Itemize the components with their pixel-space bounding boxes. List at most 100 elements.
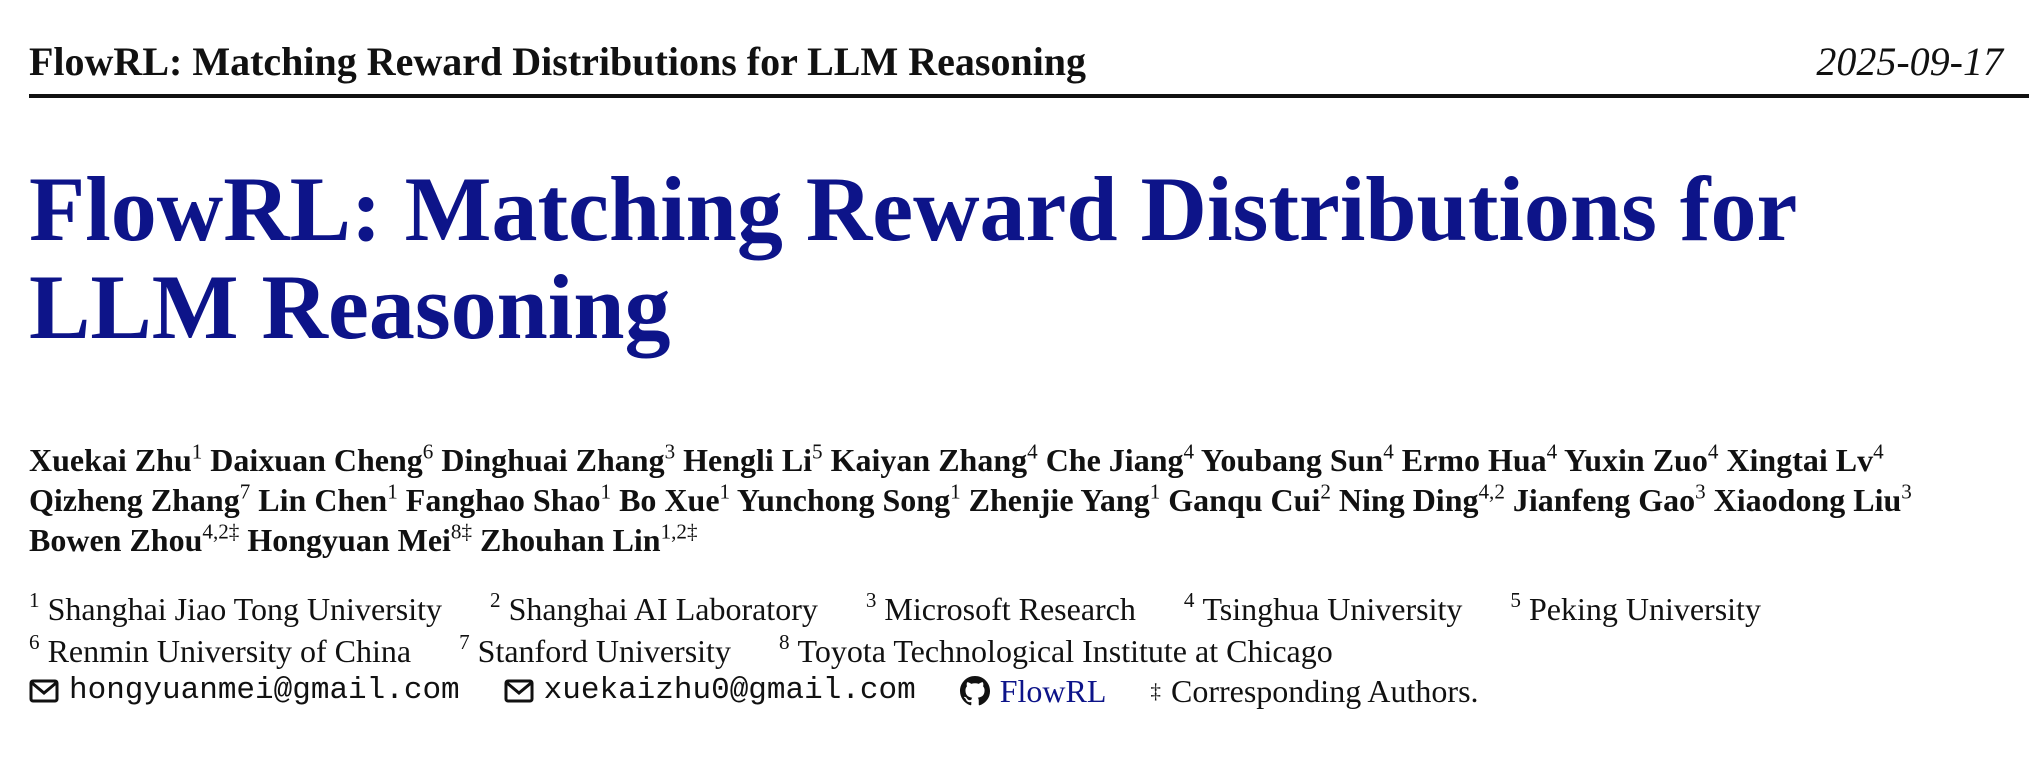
affiliation-number: 8 bbox=[778, 630, 790, 655]
author-name: Ning Ding bbox=[1338, 482, 1479, 518]
corresponding-text: Corresponding Authors. bbox=[1170, 673, 1479, 709]
author-list: Xuekai Zhu1 Daixuan Cheng6 Dinghuai Zhan… bbox=[29, 440, 1959, 560]
author-affiliation: 4 bbox=[1383, 439, 1394, 464]
author-name: Ermo Hua bbox=[1401, 442, 1547, 478]
affiliation-name: Peking University bbox=[1528, 591, 1761, 627]
affiliation-name: Stanford University bbox=[477, 633, 731, 669]
author-name: Dinghuai Zhang bbox=[441, 442, 665, 478]
affiliation: 4 Tsinghua University bbox=[1183, 588, 1463, 627]
mail-icon bbox=[504, 679, 534, 703]
affiliation: 7 Stanford University bbox=[459, 630, 731, 669]
author: Jianfeng Gao3 bbox=[1512, 479, 1706, 518]
author-name: Fanghao Shao bbox=[405, 482, 601, 518]
author: Fanghao Shao1 bbox=[405, 479, 612, 518]
author: Ning Ding4,2 bbox=[1338, 479, 1505, 518]
author: Daixuan Cheng6 bbox=[210, 439, 434, 478]
github-icon bbox=[959, 676, 990, 706]
author-affiliation: 3 bbox=[664, 439, 676, 464]
affiliation-number: 7 bbox=[459, 630, 470, 655]
author-name: Bowen Zhou bbox=[29, 522, 203, 558]
affiliation-name: Toyota Technological Institute at Chicag… bbox=[797, 633, 1333, 669]
author: Lin Chen1 bbox=[258, 479, 398, 518]
author: Ermo Hua4 bbox=[1401, 439, 1558, 478]
author: Youbang Sun4 bbox=[1200, 439, 1394, 478]
affiliation-name: Tsinghua University bbox=[1202, 591, 1463, 627]
author: Hongyuan Mei8‡ bbox=[247, 519, 473, 558]
email: hongyuanmei@gmail.com bbox=[29, 670, 460, 712]
email: xuekaizhu0@gmail.com bbox=[504, 670, 916, 712]
affiliation: 8 Toyota Technological Institute at Chica… bbox=[778, 630, 1333, 669]
author-name: Lin Chen bbox=[258, 482, 388, 518]
affiliation-number: 6 bbox=[29, 630, 40, 655]
author-affiliation: 5 bbox=[812, 439, 823, 464]
author-name: Zhouhan Lin bbox=[480, 522, 661, 558]
author-name: Kaiyan Zhang bbox=[830, 442, 1028, 478]
email-address: hongyuanmei@gmail.com bbox=[69, 673, 460, 708]
author: Bo Xue1 bbox=[619, 481, 730, 518]
author: Xingtai Lv4 bbox=[1726, 439, 1884, 478]
affiliation-name: Shanghai Jiao Tong University bbox=[47, 591, 443, 627]
author: Zhenjie Yang1 bbox=[968, 481, 1161, 518]
affiliation-number: 5 bbox=[1510, 588, 1521, 613]
corresponding-note: ‡ Corresponding Authors. bbox=[1150, 670, 1478, 712]
affiliation-name: Microsoft Research bbox=[884, 591, 1136, 627]
author-affiliation: 1 bbox=[387, 479, 398, 504]
author-affiliation: 4 bbox=[1027, 439, 1038, 464]
author: Yunchong Song1 bbox=[736, 479, 961, 518]
affiliation-number: 3 bbox=[865, 588, 877, 613]
affiliation: 5 Peking University bbox=[1510, 588, 1761, 627]
author: Xiaodong Liu3 bbox=[1713, 479, 1912, 518]
author-affiliation: 1 bbox=[600, 479, 612, 504]
author-affiliation: 4 bbox=[1546, 439, 1558, 464]
running-header: FlowRL: Matching Reward Distributions fo… bbox=[29, 34, 2029, 98]
affiliation: 1 Shanghai Jiao Tong University bbox=[29, 588, 443, 627]
author-affiliation: 1 bbox=[950, 479, 961, 504]
author-name: Yuxin Zuo bbox=[1564, 442, 1708, 478]
header-title: FlowRL: Matching Reward Distributions fo… bbox=[29, 39, 1087, 84]
author-affiliation: 4,2 bbox=[1478, 479, 1505, 504]
author-affiliation: 4 bbox=[1873, 439, 1884, 464]
author: Bowen Zhou4,2‡ bbox=[29, 519, 240, 558]
affiliation-name: Renmin University of China bbox=[47, 633, 412, 669]
author-name: Xingtai Lv bbox=[1726, 442, 1874, 478]
author: Qizheng Zhang7 bbox=[29, 481, 250, 518]
author-affiliation: 6 bbox=[422, 439, 434, 464]
author: Yuxin Zuo4 bbox=[1564, 441, 1718, 478]
affiliation-number: 1 bbox=[29, 588, 40, 613]
author: Xuekai Zhu1 bbox=[29, 439, 203, 478]
author-affiliation: 4,2‡ bbox=[202, 519, 240, 544]
affiliation: 2 Shanghai AI Laboratory bbox=[490, 588, 818, 627]
affiliation-number: 2 bbox=[490, 588, 501, 613]
author-name: Bo Xue bbox=[619, 482, 720, 518]
author-name: Yunchong Song bbox=[736, 482, 951, 518]
affiliation-list: 1 Shanghai Jiao Tong University 2 Shanghai… bbox=[29, 588, 1989, 672]
author-affiliation: 4 bbox=[1183, 439, 1195, 464]
contact-row: hongyuanmei@gmail.com xuekaizhu0@gmail.co… bbox=[29, 670, 1989, 712]
author: Che Jiang4 bbox=[1045, 439, 1195, 478]
author-affiliation: 1 bbox=[191, 439, 203, 464]
author-name: Hongyuan Mei bbox=[247, 522, 451, 558]
author-name: Zhenjie Yang bbox=[968, 482, 1150, 518]
affiliation-number: 4 bbox=[1183, 588, 1195, 613]
mail-icon bbox=[29, 679, 59, 703]
github: FlowRL bbox=[959, 670, 1107, 712]
email-address: xuekaizhu0@gmail.com bbox=[543, 673, 916, 708]
author-name: Hengli Li bbox=[683, 442, 813, 478]
paper-title: FlowRL: Matching Reward Distributions fo… bbox=[29, 158, 1796, 358]
affiliation-name: Shanghai AI Laboratory bbox=[508, 591, 818, 627]
affiliation: 3 Microsoft Research bbox=[865, 588, 1136, 627]
header-date: 2025-09-17 bbox=[1816, 39, 2003, 84]
author: Hengli Li5 bbox=[683, 439, 823, 478]
author-affiliation: 2 bbox=[1320, 479, 1331, 504]
author-affiliation: 3 bbox=[1695, 479, 1706, 504]
author-affiliation: 3 bbox=[1901, 479, 1912, 504]
author-name: Daixuan Cheng bbox=[210, 442, 423, 478]
author-name: Youbang Sun bbox=[1200, 442, 1384, 478]
author-affiliation: 8‡ bbox=[450, 519, 473, 544]
author-affiliation: 1,2‡ bbox=[660, 519, 698, 544]
author-name: Che Jiang bbox=[1045, 442, 1184, 478]
author-name: Jianfeng Gao bbox=[1512, 482, 1696, 518]
author-name: Xiaodong Liu bbox=[1713, 482, 1902, 518]
github-link[interactable]: FlowRL bbox=[999, 673, 1107, 709]
